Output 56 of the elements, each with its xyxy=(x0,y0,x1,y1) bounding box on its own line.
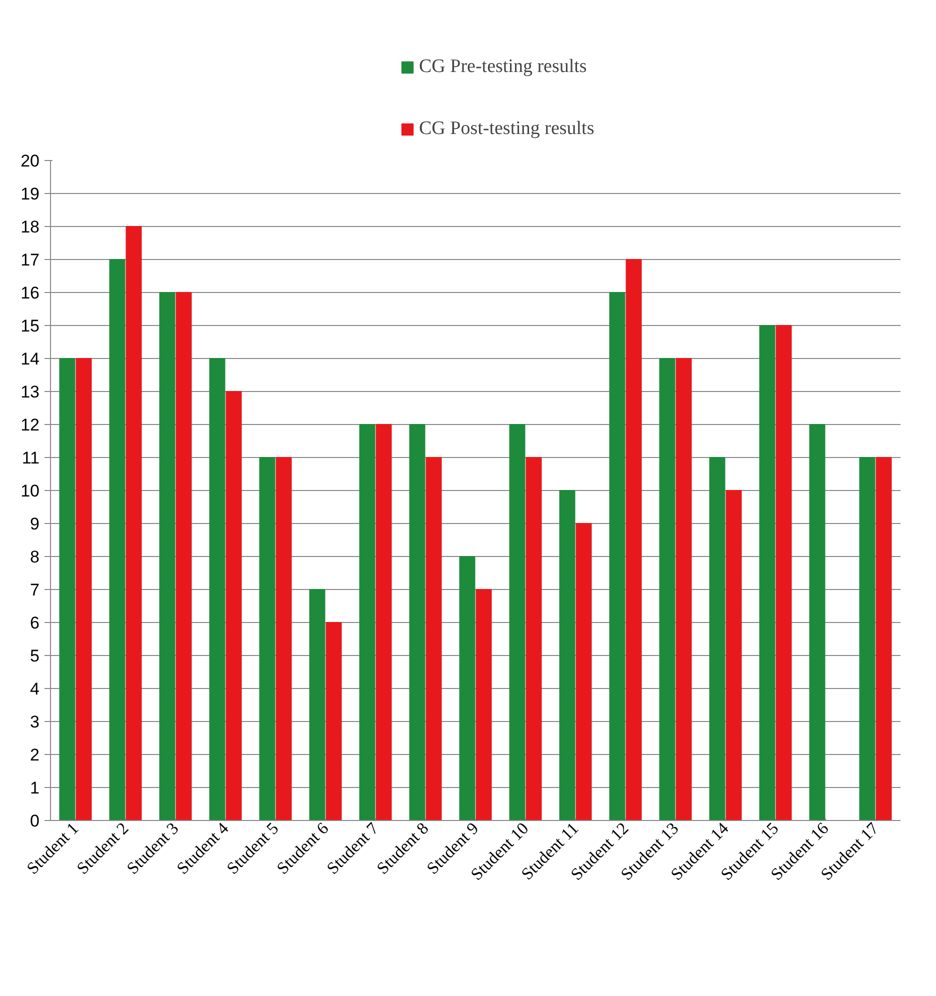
bar xyxy=(376,424,392,820)
bar xyxy=(159,292,176,820)
bar xyxy=(809,424,826,820)
y-tick-label: 12 xyxy=(20,416,40,434)
y-tick-label: 5 xyxy=(30,646,40,666)
bar xyxy=(876,457,892,820)
bar xyxy=(126,226,142,820)
y-tick-label: 8 xyxy=(30,548,40,566)
bar xyxy=(726,490,742,820)
y-tick-label: 0 xyxy=(30,812,40,830)
y-tick-label: 13 xyxy=(20,382,40,402)
bar xyxy=(776,325,792,820)
y-tick-label: 1 xyxy=(30,778,40,798)
y-tick-label: 19 xyxy=(20,184,40,204)
bar xyxy=(759,325,776,820)
bar xyxy=(859,457,876,820)
bar xyxy=(576,523,592,820)
y-tick-label: 10 xyxy=(20,482,40,500)
bar xyxy=(526,457,542,820)
bar xyxy=(326,622,342,820)
y-tick-label: 17 xyxy=(20,250,40,270)
y-tick-label: 6 xyxy=(30,614,40,632)
bar xyxy=(76,358,92,820)
bar xyxy=(176,292,192,820)
y-tick-label: 11 xyxy=(22,448,40,468)
bar xyxy=(459,556,476,820)
bar xyxy=(276,457,292,820)
bar xyxy=(209,358,226,820)
y-tick-label: 4 xyxy=(30,680,40,698)
y-tick-label: 7 xyxy=(30,580,40,600)
bar xyxy=(426,457,442,820)
bar xyxy=(59,358,76,820)
y-tick-label: 14 xyxy=(20,350,40,368)
bar xyxy=(226,391,242,820)
bar xyxy=(476,589,492,820)
y-tick-label: 2 xyxy=(30,746,40,764)
bar xyxy=(676,358,692,820)
bar xyxy=(309,589,326,820)
bar xyxy=(359,424,376,820)
y-tick-label: 16 xyxy=(20,284,40,302)
bar xyxy=(626,259,642,820)
bar xyxy=(659,358,676,820)
y-tick-label: 20 xyxy=(20,152,40,170)
y-tick-label: 18 xyxy=(20,218,40,236)
y-tick-label: 9 xyxy=(30,514,40,534)
bar xyxy=(609,292,626,820)
legend-label: CG Post-testing results xyxy=(419,118,594,140)
bar xyxy=(509,424,526,820)
bar xyxy=(409,424,426,820)
y-tick-label: 3 xyxy=(30,712,40,732)
bar xyxy=(109,259,126,820)
legend-label: CG Pre-testing results xyxy=(419,56,587,78)
y-tick-label: 15 xyxy=(20,316,40,336)
bar xyxy=(709,457,726,820)
bar xyxy=(559,490,576,820)
bar xyxy=(259,457,276,820)
